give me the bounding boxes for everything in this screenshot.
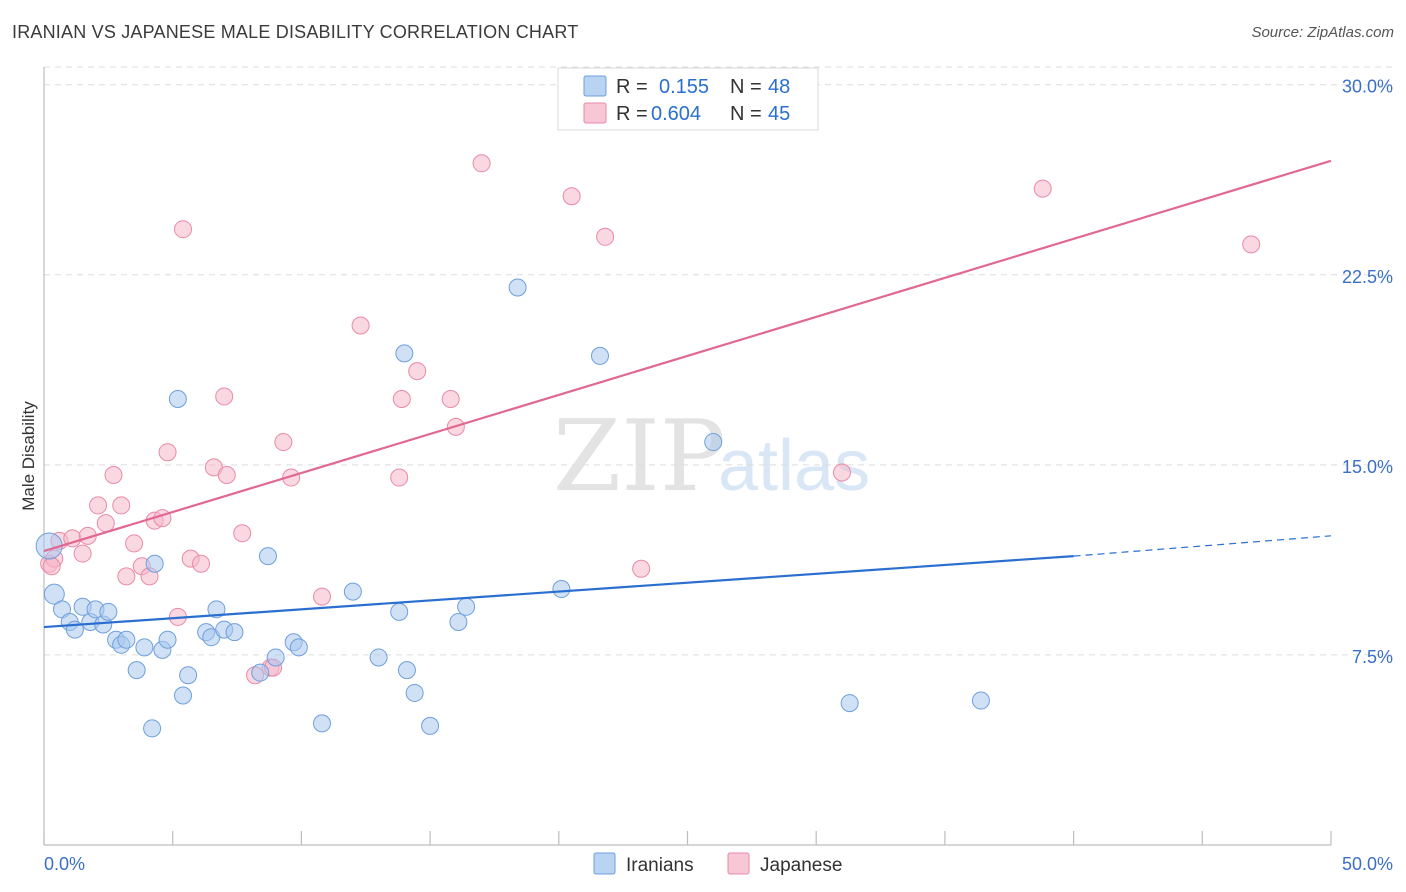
series-legend: Iranians Japanese — [593, 852, 842, 876]
iranian-point — [390, 602, 409, 621]
iranian-points — [35, 278, 990, 738]
japanese-point — [192, 554, 211, 573]
iranian-trend-extension — [1073, 535, 1332, 557]
bottom-legend-label-iranians: Iranians — [626, 855, 694, 876]
iranian-point — [449, 612, 468, 631]
iranian-trend-line — [43, 555, 1074, 629]
iranian-point — [99, 602, 118, 621]
japanese-point — [73, 544, 92, 563]
japanese-point — [832, 463, 851, 482]
iranian-point — [840, 694, 859, 713]
iranian-point — [43, 583, 65, 605]
y-tick-label: 30.0% — [1342, 77, 1393, 97]
iranian-point — [117, 630, 136, 649]
y-tick-labels: 7.5% 15.0% 22.5% 30.0% — [1342, 77, 1393, 667]
iranian-point — [405, 683, 424, 702]
iranian-point — [135, 638, 154, 657]
japanese-point — [441, 389, 460, 408]
iranian-point — [145, 554, 164, 573]
iranian-point — [251, 663, 270, 682]
iranian-point — [552, 580, 571, 599]
japanese-point — [1242, 235, 1261, 254]
legend-n-label-japanese: N = — [730, 103, 762, 125]
iranian-point — [457, 597, 476, 616]
japanese-trend-line — [43, 159, 1332, 553]
japanese-point — [173, 220, 192, 239]
japanese-point — [632, 559, 651, 578]
legend-n-label-iranians: N = — [730, 76, 762, 98]
iranian-point — [397, 661, 416, 680]
iranian-point — [289, 638, 308, 657]
bottom-legend-swatch-iranians — [593, 852, 616, 875]
legend-r-value-japanese: 0.604 — [651, 103, 701, 125]
iranian-point — [179, 666, 198, 685]
japanese-point — [392, 389, 411, 408]
iranian-point — [143, 719, 162, 738]
japanese-point — [233, 524, 252, 543]
x-tick-label-max: 50.0% — [1342, 854, 1393, 874]
y-tick-label: 15.0% — [1342, 457, 1393, 477]
japanese-point — [215, 387, 234, 406]
iranian-point — [343, 582, 362, 601]
iranian-point — [421, 716, 440, 735]
iranian-point — [704, 433, 723, 452]
chart-title: IRANIAN VS JAPANESE MALE DISABILITY CORR… — [12, 22, 579, 42]
japanese-point — [408, 362, 427, 381]
x-tick-label-min: 0.0% — [44, 854, 85, 874]
y-axis-label: Male Disability — [19, 401, 38, 511]
iranian-point — [312, 714, 331, 733]
japanese-point — [596, 227, 615, 246]
iranian-point — [258, 547, 277, 566]
japanese-point — [158, 443, 177, 462]
iranian-point — [369, 648, 388, 667]
stats-legend: R = 0.155 N = 48 R = 0.604 N = 45 — [557, 67, 819, 131]
japanese-point — [112, 496, 131, 515]
legend-r-value-iranians: 0.155 — [659, 76, 709, 98]
japanese-point — [390, 468, 409, 487]
legend-swatch-iranians — [583, 75, 607, 97]
iranian-point — [971, 691, 990, 710]
iranian-point — [395, 344, 414, 363]
iranian-point — [207, 600, 226, 619]
japanese-point — [274, 433, 293, 452]
japanese-point — [217, 466, 236, 485]
iranian-point — [158, 630, 177, 649]
japanese-point — [42, 557, 61, 576]
legend-n-value-iranians: 48 — [768, 76, 790, 98]
japanese-point — [351, 316, 370, 335]
y-tick-label: 22.5% — [1342, 267, 1393, 287]
japanese-point — [1033, 179, 1052, 198]
gridlines — [44, 66, 1393, 656]
legend-n-value-japanese: 45 — [768, 103, 790, 125]
bottom-legend-swatch-japanese — [727, 852, 750, 875]
iranian-point — [508, 278, 527, 297]
japanese-point — [472, 154, 491, 173]
y-tick-label: 7.5% — [1352, 647, 1393, 667]
legend-r-label-japanese: R = — [616, 103, 648, 125]
japanese-point — [104, 466, 123, 485]
iranian-point — [168, 389, 187, 408]
iranian-point — [225, 623, 244, 642]
bottom-legend-label-japanese: Japanese — [760, 855, 842, 876]
japanese-point — [117, 567, 136, 586]
iranian-point — [590, 346, 609, 365]
japanese-point — [96, 514, 115, 533]
iranian-point — [173, 686, 192, 705]
x-ticks — [43, 831, 1332, 845]
japanese-point — [89, 496, 108, 515]
legend-r-label-iranians: R = — [616, 76, 648, 98]
watermark-zip: ZIP — [553, 400, 726, 514]
japanese-point — [312, 587, 331, 606]
iranian-point — [266, 648, 285, 667]
source-label: Source: ZipAtlas.com — [1251, 24, 1394, 41]
trend-lines — [43, 159, 1332, 629]
legend-swatch-japanese — [583, 102, 607, 124]
japanese-point — [562, 187, 581, 206]
japanese-point — [153, 509, 172, 528]
iranian-point — [127, 661, 146, 680]
japanese-point — [125, 534, 144, 553]
